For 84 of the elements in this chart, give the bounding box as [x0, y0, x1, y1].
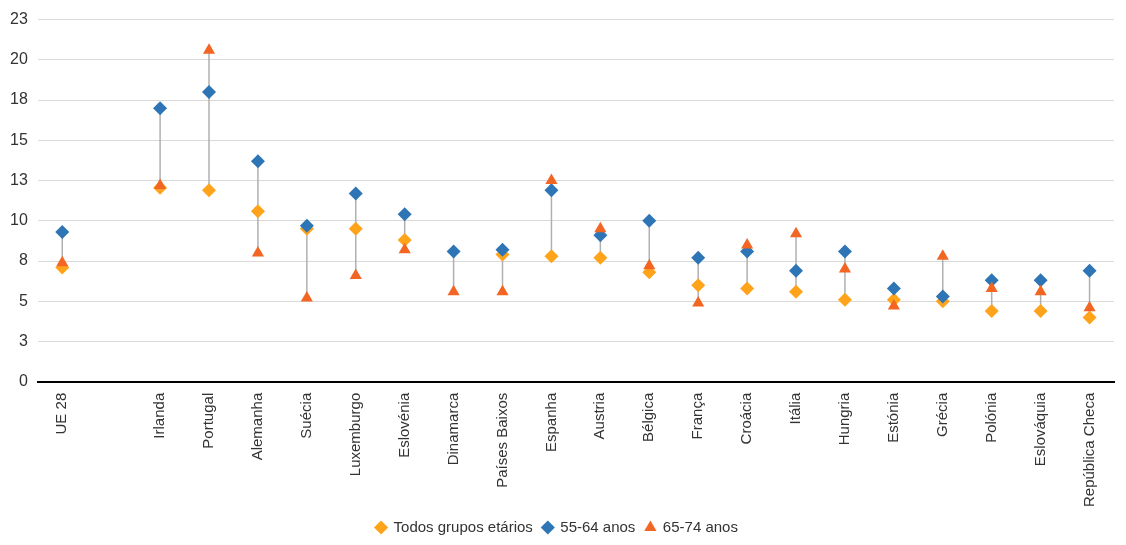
- point: [544, 183, 559, 198]
- point: [838, 262, 852, 273]
- point: [691, 278, 706, 293]
- y-tick-label: 15: [10, 130, 28, 148]
- x-tick-label: França: [688, 392, 706, 440]
- point: [1034, 284, 1047, 296]
- point: [153, 101, 168, 116]
- point: [397, 233, 412, 248]
- point: [1033, 273, 1048, 288]
- y-tick-label: 10: [10, 211, 28, 229]
- point: [1033, 303, 1048, 318]
- legend-label: 55-64 anos: [560, 517, 636, 535]
- point: [691, 250, 706, 265]
- x-tick-label: Luxemburgo: [345, 392, 363, 477]
- y-tick-label: 23: [10, 10, 28, 28]
- x-tick-label: Irlanda: [150, 392, 168, 439]
- point: [202, 183, 217, 198]
- point: [398, 242, 411, 254]
- point: [250, 154, 265, 169]
- point: [202, 85, 217, 100]
- point: [349, 268, 362, 280]
- x-tick-label: UE 28: [52, 392, 70, 435]
- x-tick-label: Países Baixos: [492, 392, 510, 488]
- y-tick-label: 20: [10, 50, 28, 68]
- point: [593, 250, 608, 265]
- point: [495, 242, 510, 257]
- point: [1082, 310, 1097, 325]
- point: [251, 246, 264, 257]
- y-tick-label: 8: [18, 251, 28, 269]
- point: [545, 173, 558, 185]
- point: [837, 244, 852, 259]
- point: [348, 221, 363, 236]
- point: [55, 225, 70, 240]
- x-tick-label: Suécia: [296, 392, 314, 439]
- point: [1082, 263, 1097, 278]
- point: [496, 284, 509, 296]
- x-tick-label: Dinamarca: [443, 392, 461, 466]
- x-tick-label: Espanha: [541, 392, 559, 452]
- point: [984, 303, 999, 318]
- point: [985, 281, 998, 292]
- point: [56, 255, 69, 267]
- x-tick-label: Bélgica: [639, 392, 657, 442]
- point: [397, 207, 412, 222]
- point: [594, 221, 607, 233]
- point: [154, 178, 167, 189]
- y-tick-label: 18: [10, 90, 28, 108]
- y-tick-label: 5: [18, 291, 28, 309]
- point: [935, 289, 950, 304]
- point: [300, 291, 313, 302]
- x-tick-label: Austria: [590, 392, 608, 440]
- point: [643, 258, 656, 270]
- x-tick-label: Hungria: [835, 392, 853, 446]
- point: [936, 249, 949, 260]
- legend-label: 65-74 anos: [662, 517, 738, 535]
- point: [544, 249, 559, 264]
- x-tick-label: Portugal: [199, 392, 217, 449]
- x-tick-label: Eslovénia: [394, 392, 412, 458]
- point: [741, 237, 754, 249]
- legend-label: Todos grupos etários: [393, 517, 533, 535]
- y-tick-label: 0: [18, 372, 28, 390]
- point: [250, 204, 265, 219]
- point: [348, 186, 363, 201]
- x-tick-label: Alemanha: [248, 392, 266, 461]
- point: [692, 295, 705, 307]
- y-tick-label: 13: [10, 170, 28, 188]
- point: [447, 284, 460, 296]
- point: [789, 226, 803, 238]
- x-tick-label: Polónia: [981, 392, 999, 443]
- point: [642, 213, 657, 228]
- x-tick-label: Croácia: [737, 392, 755, 445]
- point: [789, 263, 804, 278]
- x-tick-label: República Checa: [1079, 392, 1097, 508]
- point: [1083, 300, 1096, 312]
- point: [837, 292, 852, 307]
- y-tick-label: 3: [18, 331, 28, 349]
- x-tick-label: Eslováquia: [1030, 392, 1048, 467]
- point: [886, 281, 901, 296]
- x-tick-label: Grécia: [932, 392, 950, 437]
- x-tick-label: Itália: [786, 392, 804, 425]
- point: [887, 299, 900, 310]
- point: [740, 281, 755, 296]
- x-tick-label: Estónia: [884, 392, 902, 443]
- point: [446, 244, 461, 259]
- point: [789, 284, 804, 299]
